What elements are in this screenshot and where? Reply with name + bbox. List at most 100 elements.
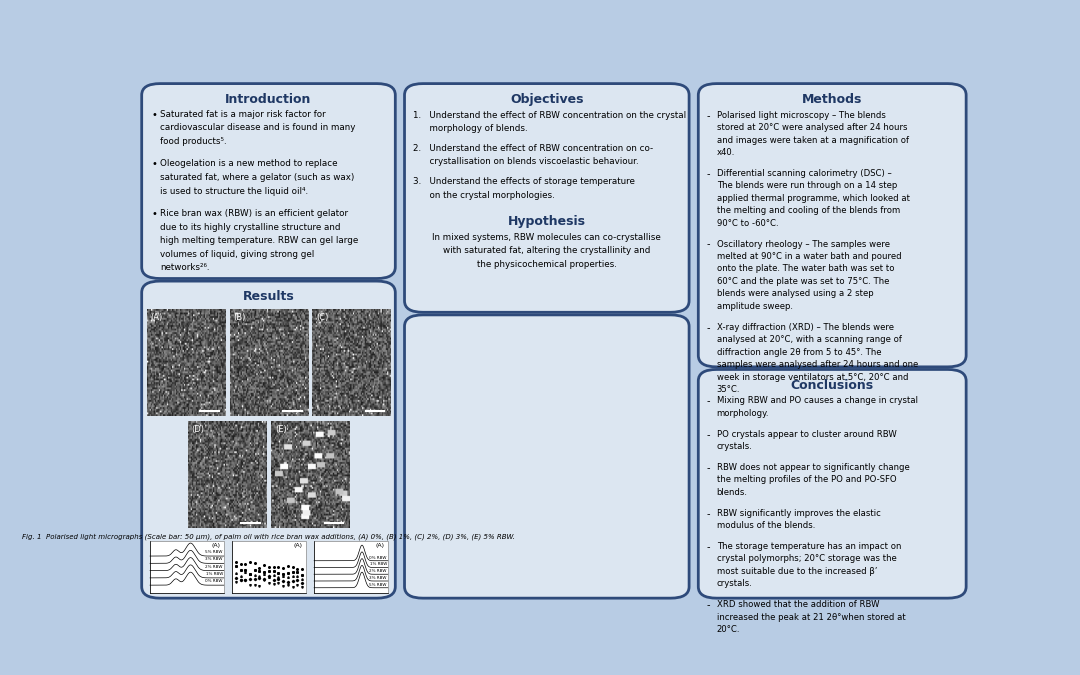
Text: 20°C.: 20°C. (717, 625, 740, 634)
Text: most suitable due to the increased β’: most suitable due to the increased β’ (717, 567, 877, 576)
Text: -: - (706, 600, 711, 610)
Text: PO crystals appear to cluster around RBW: PO crystals appear to cluster around RBW (717, 430, 896, 439)
Text: -: - (706, 542, 711, 552)
Text: blends.: blends. (717, 488, 747, 497)
Text: blends were analysed using a 2 step: blends were analysed using a 2 step (717, 290, 874, 298)
Text: Polarised light microscopy – The blends: Polarised light microscopy – The blends (717, 111, 886, 119)
Text: 3% RBW: 3% RBW (205, 558, 222, 561)
Text: X-ray diffraction (XRD) – The blends were: X-ray diffraction (XRD) – The blends wer… (717, 323, 894, 331)
Text: applied thermal programme, which looked at: applied thermal programme, which looked … (717, 194, 909, 202)
Text: •: • (151, 109, 158, 119)
Text: 2.   Understand the effect of RBW concentration on co-: 2. Understand the effect of RBW concentr… (413, 144, 653, 153)
Text: on the crystal morphologies.: on the crystal morphologies. (413, 190, 555, 200)
Text: -: - (706, 323, 711, 333)
FancyBboxPatch shape (699, 369, 967, 598)
Text: The blends were run through on a 14 step: The blends were run through on a 14 step (717, 182, 897, 190)
Text: with saturated fat, altering the crystallinity and: with saturated fat, altering the crystal… (443, 246, 650, 255)
Text: 0% RBW: 0% RBW (205, 579, 222, 583)
Text: diffraction angle 2θ from 5 to 45°. The: diffraction angle 2θ from 5 to 45°. The (717, 348, 881, 356)
Text: Oscillatory rheology – The samples were: Oscillatory rheology – The samples were (717, 240, 890, 248)
Text: crystal polymorphs; 20°C storage was the: crystal polymorphs; 20°C storage was the (717, 554, 896, 564)
Text: the melting and cooling of the blends from: the melting and cooling of the blends fr… (717, 207, 900, 215)
Text: morphology.: morphology. (717, 409, 769, 418)
Text: 3% RBW: 3% RBW (369, 576, 387, 580)
FancyBboxPatch shape (232, 541, 306, 593)
Text: In mixed systems, RBW molecules can co-crystallise: In mixed systems, RBW molecules can co-c… (432, 233, 661, 242)
Text: -: - (706, 463, 711, 473)
FancyBboxPatch shape (141, 281, 395, 598)
Text: 1.   Understand the effect of RBW concentration on the crystal: 1. Understand the effect of RBW concentr… (413, 111, 686, 119)
Text: 5% RBW: 5% RBW (205, 550, 222, 554)
Text: 5% RBW: 5% RBW (369, 583, 387, 587)
Text: 1% RBW: 1% RBW (205, 572, 222, 576)
Text: samples were analysed after 24 hours and one: samples were analysed after 24 hours and… (717, 360, 918, 369)
Text: melted at 90°C in a water bath and poured: melted at 90°C in a water bath and poure… (717, 252, 902, 261)
Text: Fig. 1  Polarised light micrographs (Scale bar: 50 μm), of palm oil with rice br: Fig. 1 Polarised light micrographs (Scal… (22, 533, 515, 540)
Text: Mixing RBW and PO causes a change in crystal: Mixing RBW and PO causes a change in cry… (717, 396, 918, 406)
Text: RBW does not appear to significantly change: RBW does not appear to significantly cha… (717, 463, 909, 472)
Text: -: - (706, 509, 711, 519)
Text: (A): (A) (212, 543, 220, 547)
Text: stored at 20°C were analysed after 24 hours: stored at 20°C were analysed after 24 ho… (717, 123, 907, 132)
Text: •: • (151, 209, 158, 219)
Text: Saturated fat is a major risk factor for: Saturated fat is a major risk factor for (160, 109, 326, 119)
Text: increased the peak at 21 2θ°when stored at: increased the peak at 21 2θ°when stored … (717, 613, 905, 622)
Text: (E): (E) (274, 425, 286, 433)
FancyBboxPatch shape (699, 84, 967, 367)
Text: modulus of the blends.: modulus of the blends. (717, 521, 815, 531)
Text: high melting temperature. RBW can gel large: high melting temperature. RBW can gel la… (160, 236, 359, 246)
Text: analysed at 20°C, with a scanning range of: analysed at 20°C, with a scanning range … (717, 335, 902, 344)
Text: -: - (706, 240, 711, 250)
Text: 60°C and the plate was set to 75°C. The: 60°C and the plate was set to 75°C. The (717, 277, 889, 286)
Text: crystallisation on blends viscoelastic behaviour.: crystallisation on blends viscoelastic b… (413, 157, 638, 167)
Text: morphology of blends.: morphology of blends. (413, 124, 527, 133)
Text: XRD showed that the addition of RBW: XRD showed that the addition of RBW (717, 600, 879, 610)
Text: -: - (706, 396, 711, 406)
Text: 2% RBW: 2% RBW (205, 564, 222, 568)
Text: Objectives: Objectives (510, 93, 583, 106)
Text: cardiovascular disease and is found in many: cardiovascular disease and is found in m… (160, 123, 355, 132)
Text: 2% RBW: 2% RBW (369, 569, 387, 573)
Text: and images were taken at a magnification of: and images were taken at a magnification… (717, 136, 908, 144)
Text: (A): (A) (376, 543, 384, 547)
FancyBboxPatch shape (141, 84, 395, 279)
Text: food products⁵.: food products⁵. (160, 136, 227, 146)
Text: the physicochemical properties.: the physicochemical properties. (477, 260, 617, 269)
Text: onto the plate. The water bath was set to: onto the plate. The water bath was set t… (717, 265, 894, 273)
Text: Hypothesis: Hypothesis (508, 215, 585, 227)
Text: crystals.: crystals. (717, 579, 753, 589)
Text: amplitude sweep.: amplitude sweep. (717, 302, 793, 311)
Text: 90°C to -60°C.: 90°C to -60°C. (717, 219, 779, 227)
Text: saturated fat, where a gelator (such as wax): saturated fat, where a gelator (such as … (160, 173, 354, 182)
Text: -: - (706, 111, 711, 121)
Text: Oleogelation is a new method to replace: Oleogelation is a new method to replace (160, 159, 338, 169)
Text: Results: Results (243, 290, 295, 304)
FancyBboxPatch shape (405, 84, 689, 313)
Text: the melting profiles of the PO and PO-SFO: the melting profiles of the PO and PO-SF… (717, 475, 896, 485)
Text: week in storage ventilators at 5°C, 20°C and: week in storage ventilators at 5°C, 20°C… (717, 373, 908, 381)
Text: is used to structure the liquid oil⁴.: is used to structure the liquid oil⁴. (160, 186, 308, 196)
Text: x40.: x40. (717, 148, 735, 157)
Text: due to its highly crystalline structure and: due to its highly crystalline structure … (160, 223, 340, 232)
Text: Rice bran wax (RBW) is an efficient gelator: Rice bran wax (RBW) is an efficient gela… (160, 209, 348, 219)
FancyBboxPatch shape (150, 541, 224, 593)
Text: 3.   Understand the effects of storage temperature: 3. Understand the effects of storage tem… (413, 177, 635, 186)
Text: crystals.: crystals. (717, 442, 753, 451)
Text: (A): (A) (294, 543, 302, 547)
Text: volumes of liquid, giving strong gel: volumes of liquid, giving strong gel (160, 250, 314, 259)
Text: (A): (A) (150, 313, 162, 322)
Text: Differential scanning calorimetry (DSC) –: Differential scanning calorimetry (DSC) … (717, 169, 891, 178)
Text: networks²⁶.: networks²⁶. (160, 263, 210, 273)
Text: RBW significantly improves the elastic: RBW significantly improves the elastic (717, 509, 880, 518)
Text: •: • (151, 159, 158, 169)
Text: Introduction: Introduction (226, 93, 312, 106)
FancyBboxPatch shape (314, 541, 388, 593)
Text: Methods: Methods (802, 93, 863, 106)
Text: Conclusions: Conclusions (791, 379, 874, 391)
Text: 0% RBW: 0% RBW (369, 556, 387, 560)
Text: 35°C.: 35°C. (717, 385, 740, 394)
Text: -: - (706, 430, 711, 439)
Text: (D): (D) (191, 425, 204, 433)
Text: (B): (B) (233, 313, 245, 322)
FancyBboxPatch shape (405, 315, 689, 598)
